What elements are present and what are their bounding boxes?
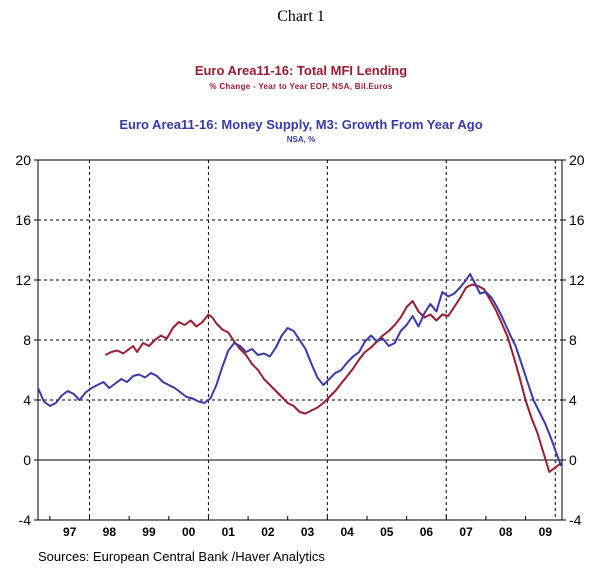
y-tick-label-left: 16 [15,212,31,228]
x-tick-label: 09 [539,525,553,539]
m3-series-subtitle: NSA, % [286,135,316,144]
x-tick-label: 98 [103,525,117,539]
y-tick-label-left: 12 [15,272,31,288]
m3-series-title: Euro Area11-16: Money Supply, M3: Growth… [119,117,483,132]
x-tick-label: 07 [459,525,473,539]
y-tick-label-left: 0 [23,452,31,468]
y-tick-label-right: 12 [569,272,585,288]
y-tick-label-right: 20 [569,152,585,168]
lending-series-line [104,283,562,473]
y-tick-label-left: 20 [15,152,31,168]
x-tick-label: 08 [499,525,513,539]
x-tick-label: 00 [182,525,196,539]
y-tick-label-right: -4 [569,512,582,528]
x-tick-label: 06 [420,525,434,539]
x-tick-label: 02 [261,525,275,539]
x-tick-label: 01 [222,525,236,539]
x-tick-label: 05 [380,525,394,539]
y-tick-label-right: 16 [569,212,585,228]
chart-label: Chart 1 [277,8,325,25]
source-note: Sources: European Central Bank /Haver An… [38,549,325,564]
x-tick-label: 99 [142,525,156,539]
m3-series-line [37,273,563,467]
lending-series-subtitle: % Change - Year to Year EOP, NSA, Bil.Eu… [209,82,393,91]
y-tick-label-left: -4 [19,512,32,528]
lending-series-title: Euro Area11-16: Total MFI Lending [194,63,408,78]
y-tick-label-left: 8 [23,332,31,348]
x-tick-label: 97 [63,525,77,539]
x-tick-label: 04 [340,525,354,539]
y-tick-label-left: 4 [23,392,31,408]
x-tick-label: 03 [301,525,315,539]
y-tick-label-right: 8 [569,332,577,348]
y-tick-label-right: 4 [569,392,577,408]
y-tick-label-right: 0 [569,452,577,468]
